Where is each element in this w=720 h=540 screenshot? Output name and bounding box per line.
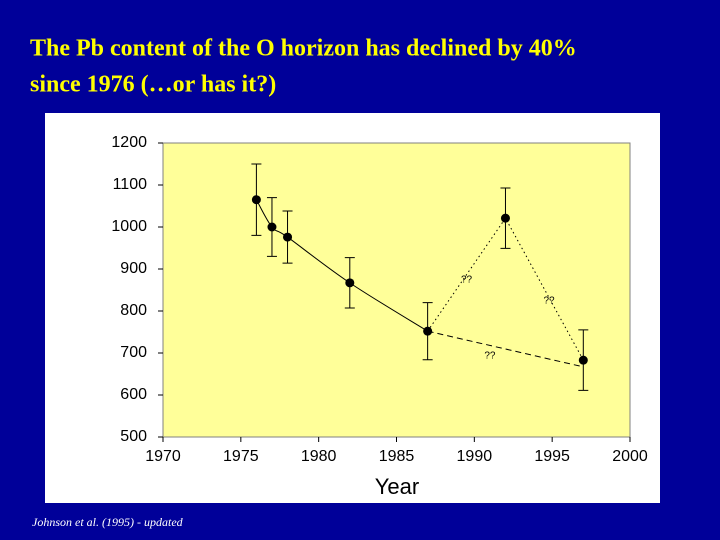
annotation: ?? [484, 351, 496, 362]
data-point [251, 195, 261, 205]
y-tick-label: 900 [120, 260, 147, 277]
y-tick-label: 500 [120, 428, 147, 445]
x-tick-label: 1990 [457, 448, 493, 465]
data-point [423, 326, 433, 336]
data-point [500, 213, 510, 223]
data-point [267, 222, 277, 232]
footnote: Johnson et al. (1995) - updated [32, 515, 184, 529]
x-tick-label: 1975 [223, 448, 259, 465]
y-tick-label: 1200 [111, 134, 147, 151]
x-tick-label: 1995 [534, 448, 570, 465]
title-line: The Pb content of the O horizon has decl… [30, 36, 577, 62]
x-tick-label: 2000 [612, 448, 648, 465]
data-point [345, 278, 355, 288]
plot-area [162, 142, 631, 438]
annotation: ?? [543, 296, 555, 307]
x-axis-label: Year [375, 474, 419, 499]
x-tick-label: 1980 [301, 448, 337, 465]
title-line: since 1976 (…or has it?) [30, 72, 276, 98]
data-point [578, 355, 588, 365]
trend-line [427, 330, 584, 368]
x-tick-label: 1985 [379, 448, 415, 465]
y-tick-label: 1100 [113, 176, 148, 193]
data-point [283, 232, 293, 242]
trend-line [427, 217, 584, 361]
y-tick-label: 600 [120, 386, 147, 403]
annotation: ?? [461, 275, 473, 286]
x-tick-label: 1970 [145, 448, 181, 465]
y-tick-label: 800 [120, 302, 147, 319]
y-tick-label: 700 [120, 344, 147, 361]
y-tick-label: 1000 [111, 218, 147, 235]
